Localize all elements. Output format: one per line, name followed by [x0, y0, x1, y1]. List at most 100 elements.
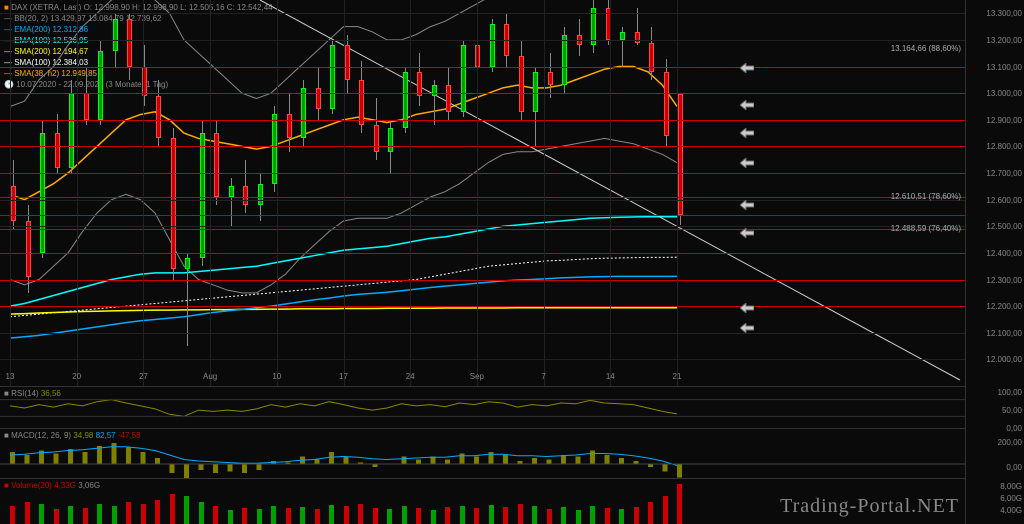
y-axis-label: 12.900,00: [986, 116, 1022, 125]
y-axis-label: 13.200,00: [986, 36, 1022, 45]
y-axis-label: 13.000,00: [986, 89, 1022, 98]
y-axis-label: 12.800,00: [986, 142, 1022, 151]
arrow-left-icon: [740, 60, 754, 70]
volume-bar: [358, 504, 363, 524]
volume-bar: [170, 494, 175, 524]
main-price-panel[interactable]: ■ DAX (XETRA, Last) O: 12.998,90 H: 12.9…: [0, 0, 965, 386]
volume-bar: [199, 502, 204, 524]
legend-item: — EMA(200) 12.312,86: [4, 24, 273, 35]
volume-bar: [315, 509, 320, 524]
y-axis-label: 13.300,00: [986, 9, 1022, 18]
volume-bar: [286, 508, 291, 524]
volume-bar: [68, 506, 73, 524]
volume-bar: [155, 500, 160, 524]
chart-legend: ■ DAX (XETRA, Last) O: 12.998,90 H: 12.9…: [4, 2, 273, 90]
volume-bar: [503, 507, 508, 524]
volume-bar: [112, 506, 117, 524]
y-axis-label: 12.200,00: [986, 302, 1022, 311]
volume-bar: [648, 502, 653, 524]
volume-bar: [257, 509, 262, 524]
volume-bar: [387, 509, 392, 524]
x-axis-label: 7: [541, 372, 545, 384]
volume-bar: [10, 506, 15, 524]
arrow-left-icon: [740, 155, 754, 165]
y-axis-label: 13.100,00: [986, 63, 1022, 72]
rsi-panel[interactable]: ■ RSI(14) 36,56: [0, 386, 965, 428]
volume-bar: [561, 507, 566, 524]
volume-bar: [431, 510, 436, 524]
watermark: Trading-Portal.NET: [780, 495, 959, 518]
volume-bar: [271, 506, 276, 524]
volume-bar: [300, 507, 305, 524]
arrow-left-icon: [740, 320, 754, 330]
x-axis-label: 10: [272, 372, 281, 384]
support-line: [0, 173, 965, 174]
arrow-left-icon: [740, 125, 754, 135]
arrow-left-icon: [740, 300, 754, 310]
y-axis: 13.300,00 13.200,00 13.100,00 13.000,00 12.9…: [965, 0, 1024, 524]
volume-bar: [402, 506, 407, 524]
volume-bar: [213, 506, 218, 524]
legend-item: — SMA(38, h2) 12.949,85: [4, 68, 273, 79]
volume-bar: [83, 508, 88, 524]
y-axis-label: 12.700,00: [986, 169, 1022, 178]
support-line: [0, 67, 965, 68]
volume-bar: [445, 507, 450, 524]
y-axis-label: 12.300,00: [986, 276, 1022, 285]
x-axis-label: 27: [139, 372, 148, 384]
x-axis-label: 21: [673, 372, 682, 384]
chart-container: ■ DAX (XETRA, Last) O: 12.998,90 H: 12.9…: [0, 0, 965, 524]
x-axis-label: 17: [339, 372, 348, 384]
support-line: [0, 120, 965, 121]
support-line: [0, 229, 965, 230]
y-axis-label: 12.600,00: [986, 196, 1022, 205]
support-line: [0, 280, 965, 281]
volume-bar: [184, 496, 189, 524]
x-axis-label: 24: [406, 372, 415, 384]
volume-bar: [141, 504, 146, 524]
support-line: [0, 253, 965, 254]
volume-bar: [25, 502, 30, 524]
volume-bar: [39, 504, 44, 524]
volume-bar: [605, 508, 610, 524]
support-line: [0, 93, 965, 94]
volume-bar: [97, 504, 102, 524]
arrow-left-icon: [740, 225, 754, 235]
fib-label: 12.610,51 (78,60%): [891, 192, 961, 201]
volume-bar: [416, 508, 421, 524]
volume-bar: [373, 508, 378, 524]
volume-bar: [677, 484, 682, 524]
legend-item: — BB(20, 2) 13.429,97 13.084,79 12.739,6…: [4, 13, 273, 24]
y-axis-label: 12.100,00: [986, 329, 1022, 338]
legend-item: — SMA(200) 12.194,67: [4, 46, 273, 57]
volume-bar: [460, 506, 465, 524]
y-axis-label: 12.000,00: [986, 355, 1022, 364]
x-axis-label: 13: [6, 372, 15, 384]
volume-bar: [344, 506, 349, 524]
ohlc-header: O: 12.998,90 H: 12.998,90 L: 12.505,16 C…: [84, 3, 273, 12]
volume-bar: [663, 496, 668, 524]
volume-bar: [228, 510, 233, 524]
volume-bar: [489, 505, 494, 524]
y-axis-label: 12.400,00: [986, 249, 1022, 258]
volume-bar: [532, 506, 537, 524]
support-line: [0, 306, 965, 307]
volume-bar: [590, 506, 595, 524]
volume-bar: [518, 504, 523, 524]
arrow-left-icon: [740, 97, 754, 107]
macd-panel[interactable]: ■ MACD(12, 26, 9) 34,98 82,57 -47,58: [0, 428, 965, 478]
clock-icon: 🕐: [4, 80, 14, 89]
volume-bar: [242, 508, 247, 524]
volume-title: ■ Volume(20) 4,33G 3,06G: [4, 481, 100, 490]
arrow-left-icon: [740, 197, 754, 207]
volume-bar: [619, 509, 624, 524]
y-axis-label: 12.500,00: [986, 222, 1022, 231]
volume-bar: [474, 508, 479, 524]
volume-bar: [576, 510, 581, 524]
fib-label: 12.488,59 (76,40%): [891, 224, 961, 233]
volume-bar: [54, 509, 59, 524]
volume-bar: [634, 507, 639, 524]
x-axis-label: Sep: [470, 372, 484, 384]
volume-bar: [126, 502, 131, 524]
volume-bar: [547, 509, 552, 524]
